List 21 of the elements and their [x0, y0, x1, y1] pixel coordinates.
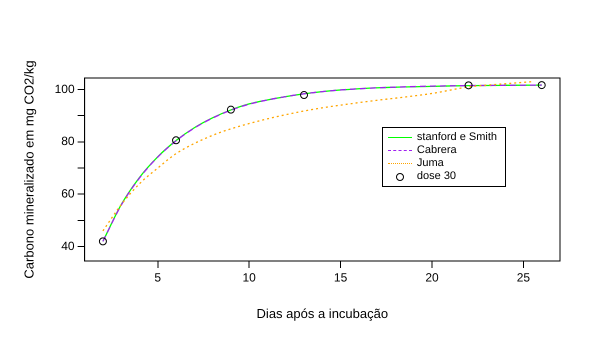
point: [98, 237, 107, 246]
legend-label: dose 30: [416, 170, 456, 183]
y-tick-label: 40: [61, 238, 75, 253]
legend-label: stanford e Smith: [416, 131, 497, 144]
x-tick-label: 20: [425, 270, 440, 285]
point: [226, 106, 235, 114]
x-tick-label: 15: [334, 270, 348, 285]
x-axis-title: Dias após a incubação: [256, 306, 388, 321]
point: [464, 81, 473, 90]
y-tick-label: 100: [54, 82, 75, 96]
point: [538, 81, 546, 90]
y-axis-title: Carbono mineralizado em mg CO2/kg: [21, 60, 36, 279]
point: [172, 136, 180, 144]
x-tick-label: 5: [154, 270, 162, 285]
legend-label: Juma: [416, 157, 444, 170]
point: [300, 91, 308, 100]
y-tick-label: 60: [61, 186, 75, 201]
y-tick-label: 80: [61, 134, 75, 148]
x-tick-label: 10: [242, 270, 256, 285]
x-tick-label: 25: [516, 270, 530, 285]
legend-label: Cabrera: [416, 144, 457, 157]
